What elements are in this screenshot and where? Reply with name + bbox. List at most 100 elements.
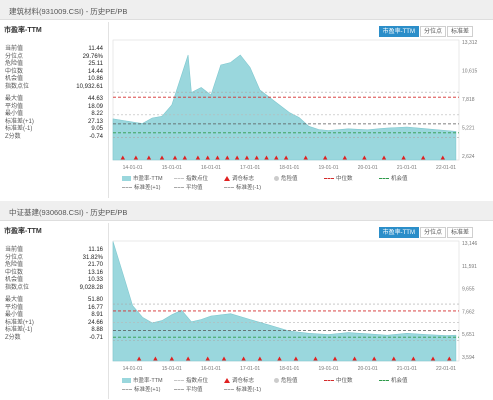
legend-item[interactable]: 标准差(+1) (122, 386, 160, 394)
rebalance-marker (277, 356, 282, 361)
x-tick-label: 14-01-01 (123, 165, 143, 171)
legend-item[interactable]: 标准差(-1) (224, 386, 261, 394)
stat-value: 25.11 (88, 61, 103, 68)
legend-item[interactable]: 标准差(-1) (224, 184, 261, 192)
legend-label: 标准差(-1) (236, 185, 262, 191)
y2-tick-label: 7,662 (462, 309, 475, 315)
legend-label: 中位数 (336, 176, 353, 182)
panel-title: 中证基建(930608.CSI) - 历史PE/PB (9, 208, 128, 217)
rebalance-marker (323, 155, 328, 160)
stat-row: 指数点位 9,028.28 (3, 285, 107, 292)
legend-swatch (379, 380, 389, 382)
legend-label: 调仓标志 (232, 378, 255, 384)
stat-row: 机会值 10.86 (3, 76, 107, 83)
stats-header: 市盈率-TTM (4, 27, 42, 34)
rebalance-marker (332, 356, 338, 361)
stat-row: 分位点 31.82% (3, 255, 107, 262)
legend-swatch (224, 187, 234, 189)
stat-label: 分位点 (5, 53, 24, 60)
legend-item[interactable]: 调仓标志 (224, 175, 254, 183)
legend-label: 标准差(-1) (236, 387, 262, 393)
legend-item[interactable]: 中位数 (324, 175, 353, 183)
legend-label: 市盈率-TTM (133, 176, 163, 182)
rebalance-marker (264, 155, 269, 160)
stat-row: 平均值 16.77 (3, 305, 107, 312)
legend-item[interactable]: 市盈率-TTM (122, 175, 163, 183)
legend-item[interactable]: 机会值 (379, 175, 408, 183)
stat-value: 8.22 (91, 111, 103, 118)
legend-item[interactable]: 危险值 (274, 377, 298, 385)
y2-tick-label: 11,591 (462, 264, 477, 270)
panel-title: 建筑材料(931009.CSI) - 历史PE/PB (9, 7, 128, 16)
y2-tick-label: 13,146 (462, 241, 478, 247)
legend-item[interactable]: 危险值 (274, 175, 298, 183)
tab-stddev[interactable]: 标准差 (446, 26, 473, 37)
stat-label: 最大值 (5, 297, 24, 303)
stat-value: 11.16 (88, 247, 103, 253)
rebalance-marker (221, 356, 227, 361)
stats-header: 市盈率-TTM (4, 228, 42, 235)
legend-swatch (122, 176, 131, 182)
legend-swatch (174, 380, 184, 382)
tab-pe-ttm[interactable]: 市盈率-TTM (378, 26, 419, 37)
rebalance-marker (381, 155, 387, 160)
rebalance-marker (411, 356, 416, 361)
pe-area-series (112, 241, 457, 362)
legend-item[interactable]: 平均值 (174, 184, 203, 192)
stat-value: 9.05 (91, 126, 103, 133)
stat-value: 9,028.28 (79, 285, 103, 291)
x-tick-label: 15-01-01 (162, 366, 182, 372)
rebalance-marker (225, 155, 230, 160)
pe-chart: 13,312 10,615 7,818 5,221 2,624 14-01-01 15-01… (112, 39, 478, 171)
legend-item[interactable]: 指数点位 (174, 175, 208, 183)
rebalance-marker (254, 155, 259, 160)
legend-item[interactable]: 平均值 (174, 386, 203, 394)
tab-percentile[interactable]: 分位点 (419, 26, 446, 37)
x-tick-label: 15-01-01 (162, 165, 182, 171)
stat-row: 当前值 11.44 (3, 46, 107, 53)
stat-label: 标准差(+1) (5, 319, 34, 326)
stat-row: 最大值 44.63 (3, 96, 107, 103)
y2-tick-label: 7,818 (462, 97, 475, 103)
x-tick-label: 14-01-01 (123, 366, 143, 372)
y2-tick-label: 13,312 (462, 40, 478, 46)
rebalance-marker (293, 356, 299, 361)
tab-percentile[interactable]: 分位点 (419, 227, 446, 238)
legend-item[interactable]: 机会值 (379, 377, 408, 385)
tab-stddev[interactable]: 标准差 (446, 227, 473, 238)
stat-row: 指数点位 10,932.61 (3, 84, 107, 91)
x-tick-label: 19-01-01 (319, 165, 339, 171)
stat-value: 8.91 (91, 312, 103, 319)
valuation-panel-materials: 建筑材料(931009.CSI) - 历史PE/PB 市盈率-TTM 当前值 11… (0, 0, 493, 198)
stat-row: 标准差(+1) 24.66 (3, 320, 107, 327)
legend-item[interactable]: 中位数 (324, 377, 353, 385)
stat-label: 最大值 (5, 96, 24, 102)
pe-area-series (112, 54, 457, 161)
metric-tabs[interactable]: 市盈率-TTM 分位点 标准差 (378, 227, 473, 238)
stat-value: 31.82% (82, 254, 103, 261)
rebalance-marker (185, 356, 191, 361)
metric-tabs[interactable]: 市盈率-TTM 分位点 标准差 (378, 26, 473, 37)
legend-label: 危险值 (281, 176, 298, 182)
rebalance-marker (146, 155, 152, 160)
legend-item[interactable]: 调仓标志 (224, 377, 254, 385)
stat-row: Z分数 -0.71 (3, 335, 107, 342)
stat-label: 标准差(-1) (5, 327, 33, 334)
legend-item[interactable]: 市盈率-TTM (122, 377, 163, 385)
stat-value: 24.66 (87, 319, 103, 326)
stat-label: 标准差(+1) (5, 118, 34, 125)
legend-swatch (274, 176, 279, 182)
legend-swatch (274, 378, 279, 384)
tab-pe-ttm[interactable]: 市盈率-TTM (378, 227, 419, 238)
legend-swatch (122, 378, 131, 384)
stat-value: 29.76% (82, 53, 103, 60)
stat-label: 机会值 (5, 277, 24, 284)
rebalance-marker (215, 155, 220, 160)
legend-swatch (379, 178, 389, 180)
rebalance-marker (274, 155, 279, 160)
legend-item[interactable]: 标准差(+1) (122, 184, 160, 192)
panel-title-bar: 中证基建(930608.CSI) - 历史PE/PB (0, 201, 493, 221)
legend-item[interactable]: 指数点位 (174, 377, 208, 385)
legend-swatch (174, 389, 184, 391)
x-tick-label: 21-01-01 (397, 165, 417, 171)
